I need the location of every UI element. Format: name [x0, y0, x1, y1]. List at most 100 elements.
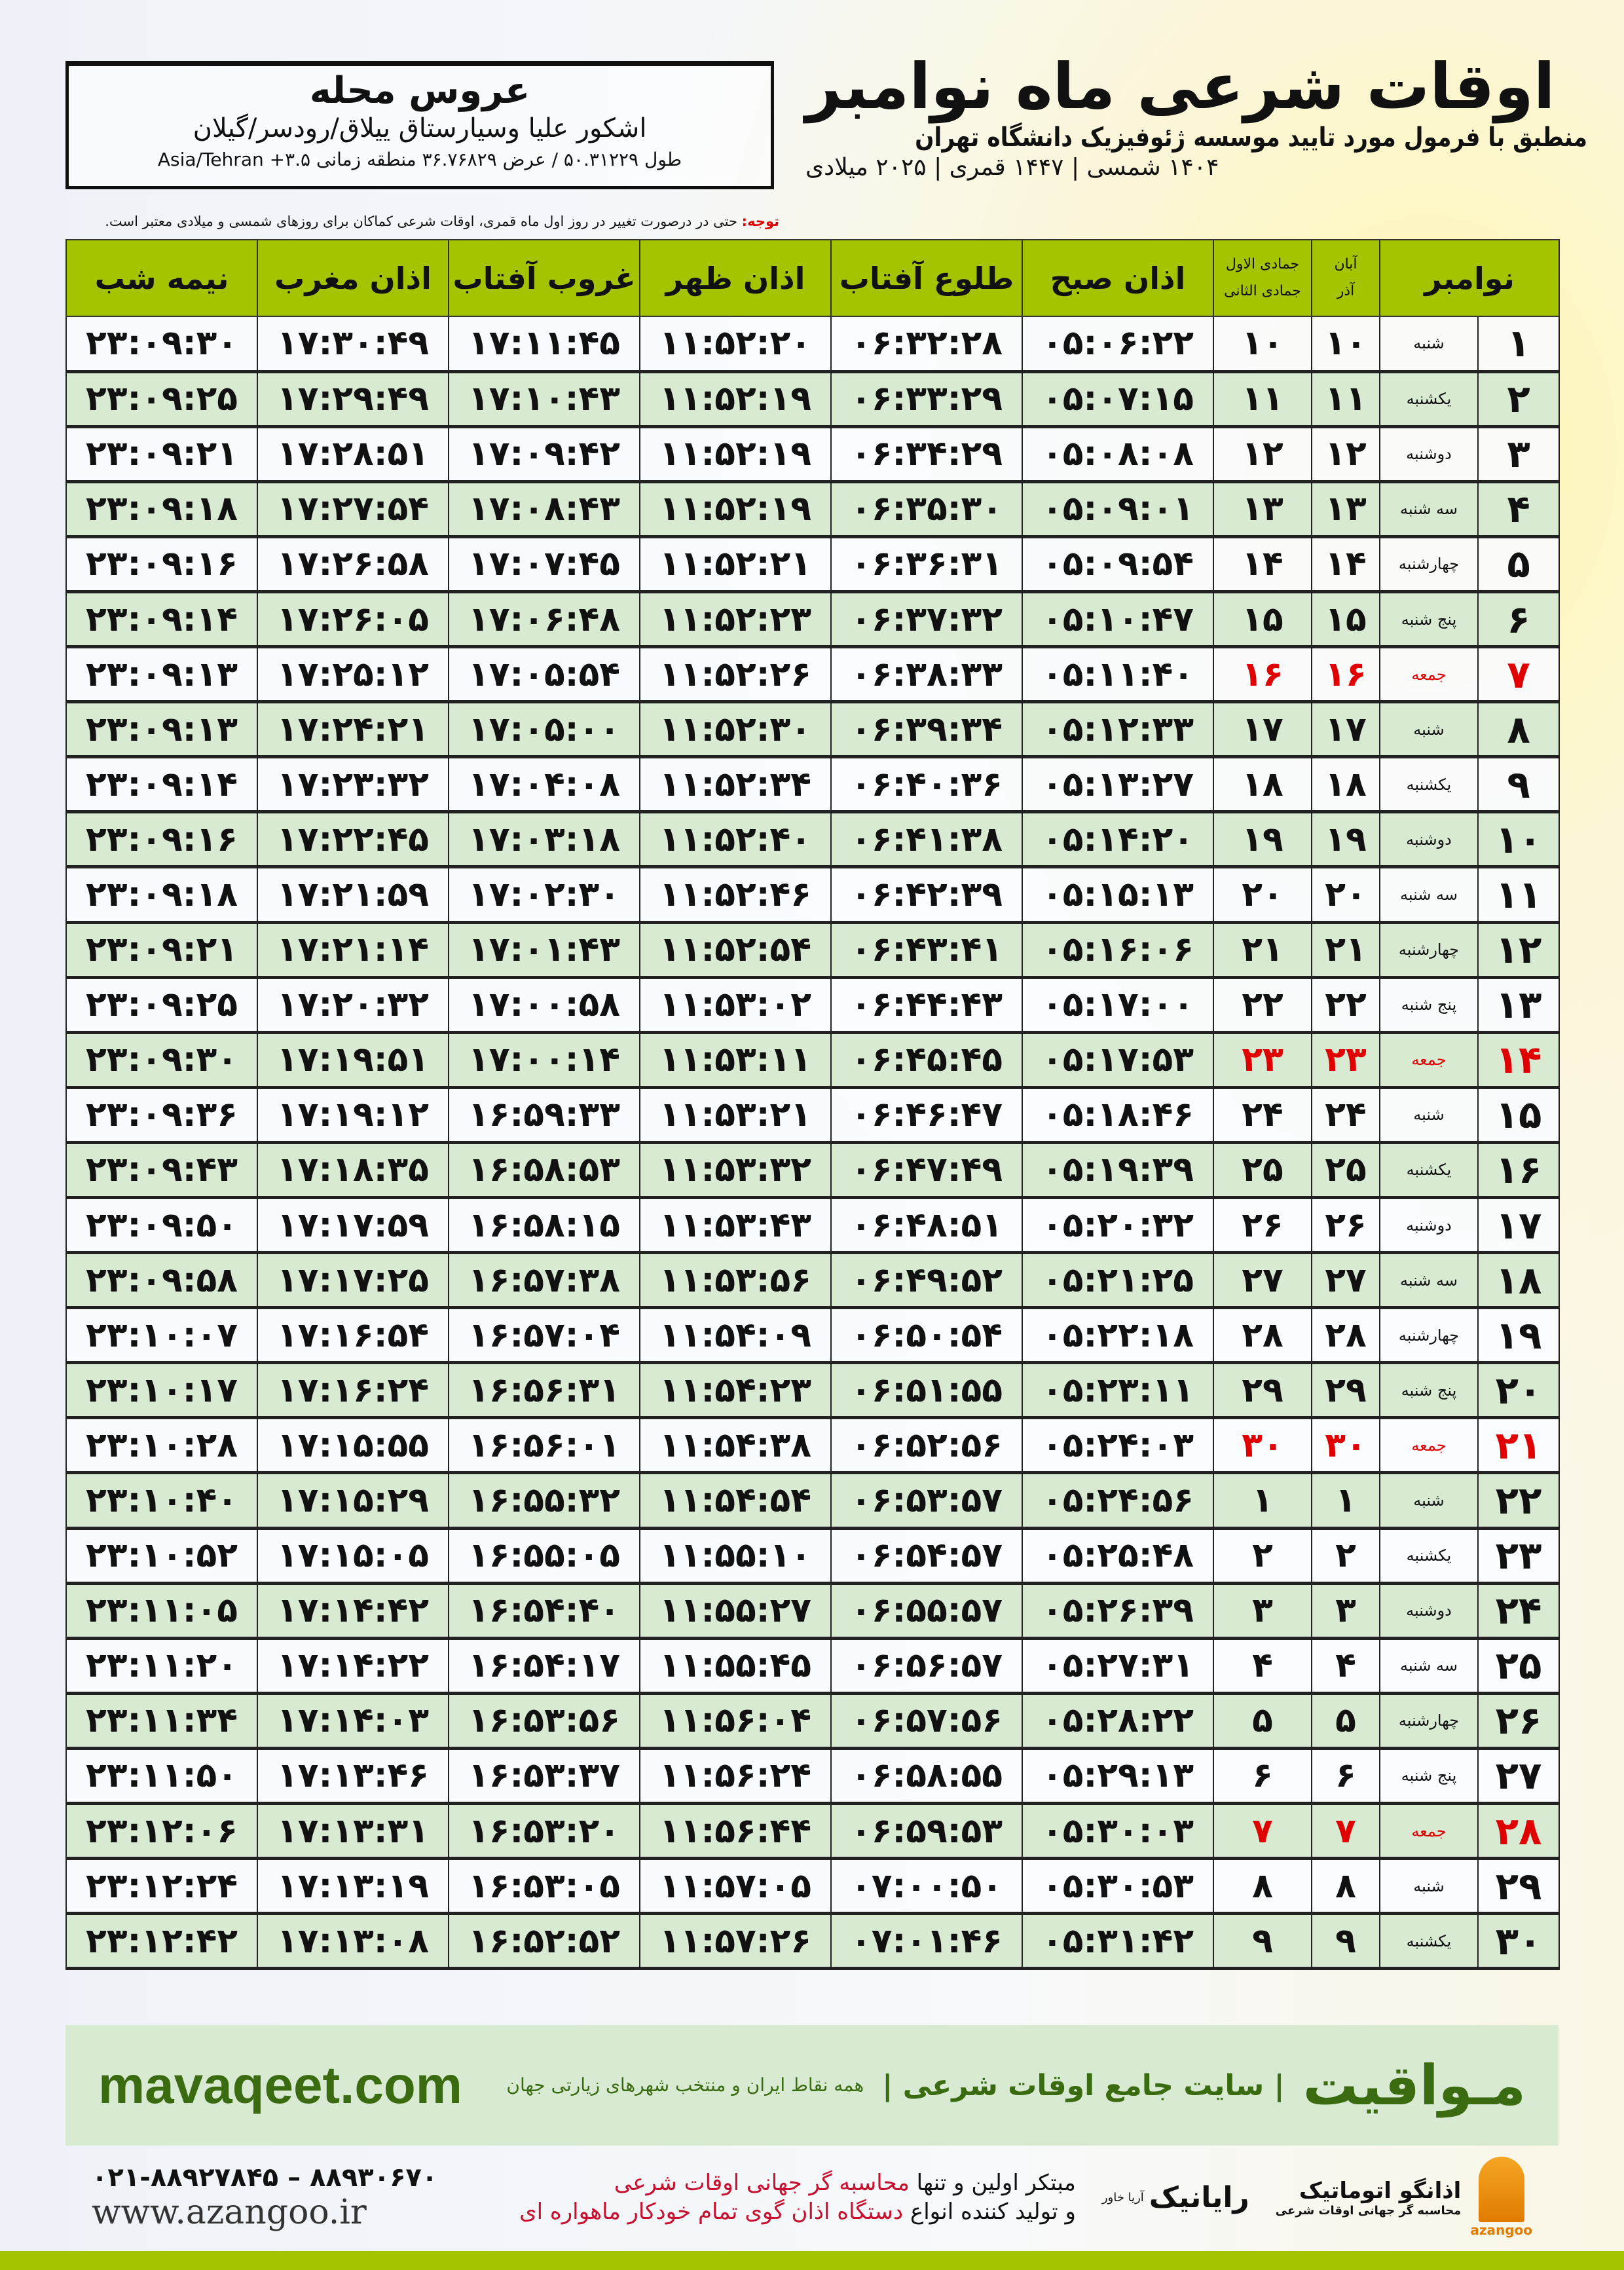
midnight-time: ۲۳:۰۹:۳۰ — [65, 315, 258, 373]
location-region: اشکور علیا وسیارستاق ییلاق/رودسر/گیلان — [193, 113, 647, 144]
midnight-time: ۲۳:۱۱:۰۵ — [65, 1582, 258, 1640]
weekday: جمعه — [1378, 1032, 1479, 1089]
day-number: ۲۵ — [1477, 1637, 1560, 1695]
dhuhr-time: ۱۱:۵۳:۱۱ — [639, 1032, 832, 1089]
banner-slogan-sub: همه نقاط ایران و منتخب شهرهای زیارتی جها… — [506, 2074, 864, 2096]
maghrib-time: ۱۷:۲۱:۵۹ — [257, 866, 449, 924]
shamsi-day: ۷ — [1311, 1802, 1380, 1861]
sunset-time: ۱۶:۵۳:۵۶ — [448, 1692, 640, 1750]
day-number: ۲۰ — [1477, 1362, 1560, 1420]
day-number: ۲۲ — [1477, 1472, 1560, 1530]
hijri-day: ۱۱ — [1213, 371, 1312, 428]
table-row: ۱۹ چهارشنبه ۲۸ ۲۸ ۰۵:۲۲:۱۸ ۰۶:۵۰:۵۴ ۱۱:۵۴:۰۹ ۱۶… — [65, 1307, 1560, 1365]
mavaqeet-link[interactable]: mavaqeet.com — [98, 2056, 462, 2114]
azangoo-logo-text: اذانگو اتوماتیک محاسبه گر جهانی اوقات شر… — [1276, 2178, 1462, 2218]
fajr-time: ۰۵:۲۱:۲۵ — [1022, 1252, 1214, 1310]
footer-text: مبتکر اولین و تنها محاسبه گر جهانی اوقات… — [464, 2168, 1076, 2226]
midnight-time: ۲۳:۱۰:۰۷ — [65, 1307, 258, 1365]
day-number: ۲۳ — [1477, 1527, 1560, 1585]
table-row: ۱۶ یکشنبه ۲۵ ۲۵ ۰۵:۱۹:۳۹ ۰۶:۴۷:۴۹ ۱۱:۵۳:۳۲ ۱۶:۵… — [65, 1142, 1560, 1200]
header-hijri-top: جمادی الاول — [1225, 255, 1300, 272]
day-number: ۱۷ — [1477, 1197, 1560, 1255]
sunset-time: ۱۷:۰۹:۴۲ — [448, 426, 640, 483]
hijri-day: ۸ — [1213, 1857, 1312, 1916]
hijri-day: ۲۳ — [1213, 1032, 1312, 1089]
midnight-time: ۲۳:۰۹:۲۵ — [65, 371, 258, 428]
day-number: ۱ — [1477, 315, 1560, 373]
hijri-day: ۲۶ — [1213, 1197, 1312, 1255]
day-number: ۴ — [1477, 481, 1560, 538]
shamsi-day: ۲۴ — [1311, 1087, 1380, 1144]
fajr-time: ۰۵:۱۲:۳۳ — [1022, 701, 1214, 759]
sunrise-time: ۰۶:۴۱:۳۸ — [830, 811, 1023, 869]
table-row: ۱۱ سه شنبه ۲۰ ۲۰ ۰۵:۱۵:۱۳ ۰۶:۴۲:۳۹ ۱۱:۵۲:۴۶ ۱۷:… — [65, 866, 1560, 924]
maghrib-time: ۱۷:۲۶:۰۵ — [257, 591, 449, 649]
fajr-time: ۰۵:۱۱:۴۰ — [1022, 646, 1214, 704]
day-number: ۲۶ — [1477, 1692, 1560, 1750]
maghrib-time: ۱۷:۱۵:۰۵ — [257, 1527, 449, 1585]
weekday: شنبه — [1378, 315, 1479, 373]
hijri-day: ۲ — [1213, 1527, 1312, 1585]
sunrise-time: ۰۶:۴۹:۵۲ — [830, 1252, 1023, 1310]
day-number: ۲۴ — [1477, 1582, 1560, 1640]
hijri-day: ۳ — [1213, 1582, 1312, 1640]
sunset-time: ۱۷:۱۰:۴۳ — [448, 371, 640, 428]
location-coords: طول ۵۰.۳۱۲۲۹ / عرض ۳۶.۷۶۸۲۹ منطقه زمانی … — [157, 149, 682, 171]
sunrise-time: ۰۶:۴۵:۴۵ — [830, 1032, 1023, 1089]
table-row: ۲۲ شنبه ۱ ۱ ۰۵:۲۴:۵۶ ۰۶:۵۳:۵۷ ۱۱:۵۴:۵۴ ۱۶:۵۵:۳۲… — [65, 1472, 1560, 1530]
maghrib-time: ۱۷:۲۳:۳۲ — [257, 756, 449, 814]
fajr-time: ۰۵:۱۷:۰۰ — [1022, 977, 1214, 1034]
azangoo-link[interactable]: www.azangoo.ir — [92, 2193, 367, 2232]
midnight-time: ۲۳:۰۹:۳۰ — [65, 1032, 258, 1089]
azangoo-mark: azangoo — [1470, 2157, 1532, 2238]
dhuhr-time: ۱۱:۵۶:۲۴ — [639, 1747, 832, 1806]
midnight-time: ۲۳:۱۰:۲۸ — [65, 1417, 258, 1475]
weekday: دوشنبه — [1378, 811, 1479, 869]
shamsi-day: ۱۳ — [1311, 481, 1380, 538]
dhuhr-time: ۱۱:۵۲:۳۰ — [639, 701, 832, 759]
shamsi-day: ۱۴ — [1311, 536, 1380, 593]
sunset-time: ۱۶:۵۷:۰۴ — [448, 1307, 640, 1365]
sunset-time: ۱۶:۵۳:۰۵ — [448, 1857, 640, 1916]
fajr-time: ۰۵:۰۷:۱۵ — [1022, 371, 1214, 428]
sunrise-time: ۰۶:۳۲:۲۸ — [830, 315, 1023, 373]
hijri-day: ۲۴ — [1213, 1087, 1312, 1144]
day-number: ۱۲ — [1477, 921, 1560, 979]
shamsi-day: ۶ — [1311, 1747, 1380, 1806]
dhuhr-time: ۱۱:۵۴:۰۹ — [639, 1307, 832, 1365]
table-row: ۲۸ جمعه ۷ ۷ ۰۵:۳۰:۰۳ ۰۶:۵۹:۵۳ ۱۱:۵۶:۴۴ ۱۶:۵۳:۲۰… — [65, 1802, 1560, 1861]
fajr-time: ۰۵:۱۷:۵۳ — [1022, 1032, 1214, 1089]
sunset-time: ۱۶:۵۶:۰۱ — [448, 1417, 640, 1475]
maghrib-time: ۱۷:۱۸:۳۵ — [257, 1142, 449, 1200]
hijri-day: ۱۷ — [1213, 701, 1312, 759]
sunrise-time: ۰۶:۳۸:۳۳ — [830, 646, 1023, 704]
fajr-time: ۰۵:۳۱:۴۲ — [1022, 1912, 1214, 1971]
sunset-time: ۱۷:۰۰:۵۸ — [448, 977, 640, 1034]
hijri-day: ۱۰ — [1213, 315, 1312, 373]
sunrise-time: ۰۶:۳۳:۲۹ — [830, 371, 1023, 428]
weekday: جمعه — [1378, 646, 1479, 704]
maghrib-time: ۱۷:۱۳:۰۸ — [257, 1912, 449, 1971]
shamsi-day: ۲ — [1311, 1527, 1380, 1585]
header-hijri-bottom: جمادی الثانی — [1224, 282, 1301, 299]
midnight-time: ۲۳:۰۹:۱۶ — [65, 536, 258, 593]
weekday: پنج شنبه — [1378, 591, 1479, 649]
midnight-time: ۲۳:۱۲:۰۶ — [65, 1802, 258, 1861]
maghrib-time: ۱۷:۱۹:۱۲ — [257, 1087, 449, 1144]
sunrise-time: ۰۶:۴۲:۳۹ — [830, 866, 1023, 924]
header-month: نوامبر — [1378, 239, 1560, 317]
midnight-time: ۲۳:۰۹:۱۴ — [65, 756, 258, 814]
dhuhr-time: ۱۱:۵۲:۲۰ — [639, 315, 832, 373]
midnight-time: ۲۳:۱۱:۵۰ — [65, 1747, 258, 1806]
shamsi-day: ۲۸ — [1311, 1307, 1380, 1365]
table-row: ۲۶ چهارشنبه ۵ ۵ ۰۵:۲۸:۲۲ ۰۶:۵۷:۵۶ ۱۱:۵۶:۰۴ ۱۶:۵… — [65, 1692, 1560, 1750]
midnight-time: ۲۳:۰۹:۴۳ — [65, 1142, 258, 1200]
dhuhr-time: ۱۱:۵۵:۲۷ — [639, 1582, 832, 1640]
weekday: پنج شنبه — [1378, 1362, 1479, 1420]
dhuhr-time: ۱۱:۵۲:۲۳ — [639, 591, 832, 649]
footer-line-2-text: و تولید کننده انواع — [903, 2199, 1076, 2225]
day-number: ۱۵ — [1477, 1087, 1560, 1144]
weekday: دوشنبه — [1378, 426, 1479, 483]
hijri-day: ۴ — [1213, 1637, 1312, 1695]
weekday: دوشنبه — [1378, 1197, 1479, 1255]
